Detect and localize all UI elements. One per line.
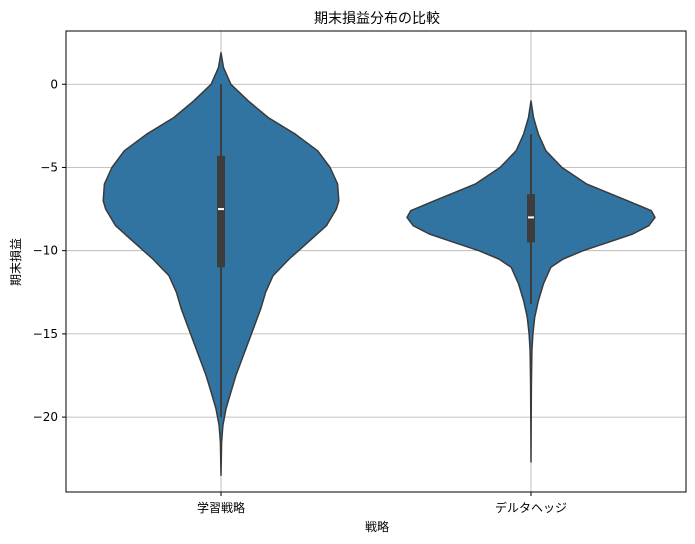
x-axis: 学習戦略 デルタヘッジ xyxy=(197,492,567,515)
violins xyxy=(102,51,656,477)
y-tick-label: 0 xyxy=(50,77,58,91)
y-tick-label: −20 xyxy=(33,410,58,424)
x-tick-label: デルタヘッジ xyxy=(495,500,567,515)
y-axis: 0 −5 −10 −15 −20 xyxy=(33,77,66,424)
plot-frame xyxy=(65,30,687,493)
x-tick-label: 学習戦略 xyxy=(197,500,245,515)
chart-title: 期末損益分布の比較 xyxy=(314,11,440,27)
y-axis-title: 期末損益 xyxy=(8,238,23,286)
y-tick-label: −15 xyxy=(33,327,58,341)
y-tick-label: −10 xyxy=(33,244,58,258)
x-axis-title: 戦略 xyxy=(365,519,389,534)
y-tick-label: −5 xyxy=(40,160,58,174)
violin-iqr-box xyxy=(217,155,225,268)
